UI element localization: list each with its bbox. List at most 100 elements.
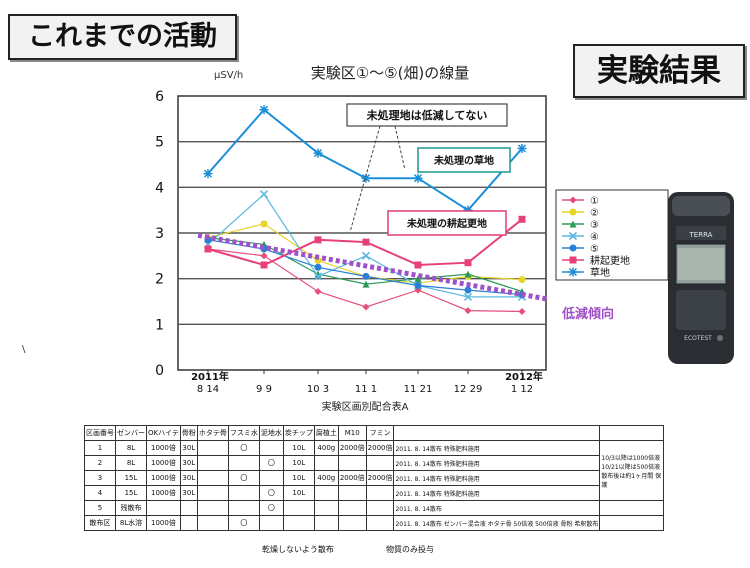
legend-marker bbox=[569, 196, 577, 204]
table-cell: 8L水溶 bbox=[115, 515, 147, 531]
table-header-cell: 腐植土 bbox=[313, 425, 339, 441]
data-point bbox=[518, 276, 526, 284]
trend-line-dotted bbox=[197, 232, 549, 302]
table-cell bbox=[146, 500, 181, 516]
header-left: これまでの活動 bbox=[8, 14, 237, 60]
table-header-note bbox=[599, 425, 664, 441]
table-cell bbox=[179, 500, 198, 516]
table-side-note: 10/3以降は1000倍液 10/21以降は500倍液 散布後は約1ヶ月間 保護 bbox=[599, 440, 664, 501]
table-cell-no: 3 bbox=[84, 470, 116, 486]
x-tick-label: 10 3 bbox=[307, 384, 329, 395]
x-tick-label: 8 14 bbox=[197, 384, 219, 395]
device-brand: TERRA bbox=[689, 231, 713, 239]
table-header-cell: フミン bbox=[365, 425, 395, 441]
footnote-dry: 乾燥しないよう散布 bbox=[262, 545, 334, 554]
x-tick-label: 11 1 bbox=[355, 384, 377, 395]
y-tick-label: 1 bbox=[155, 317, 164, 333]
table-cell: 10L bbox=[282, 455, 315, 471]
legend-label: ① bbox=[590, 196, 599, 207]
legend-label: ③ bbox=[590, 220, 599, 231]
table-cell bbox=[196, 455, 229, 471]
table-cell: 2000倍 bbox=[365, 440, 395, 456]
annotation-untreated-text: 未処理地は低減してない bbox=[366, 108, 488, 122]
legend-item: ⑤ bbox=[562, 244, 599, 255]
annotation-grassland-text: 未処理の草地 bbox=[433, 154, 494, 167]
legend-label: ⑤ bbox=[590, 244, 599, 255]
data-point bbox=[361, 251, 371, 260]
x-tick-label: 1 12 bbox=[511, 384, 533, 395]
table-cell: 15L bbox=[115, 470, 147, 486]
table-row: 4 15L 1000倍 30L 〇 10L 2011. 8. 14散布 特殊肥料施用 bbox=[84, 485, 664, 501]
table-header-cell: 炭チップ bbox=[282, 425, 315, 441]
table-cell: 1000倍 bbox=[146, 470, 181, 486]
table-cell: 30L bbox=[179, 440, 198, 456]
data-point bbox=[518, 308, 526, 316]
table-cell-no: 1 bbox=[84, 440, 116, 456]
data-point bbox=[259, 190, 269, 199]
data-point bbox=[464, 270, 472, 278]
table-cell bbox=[196, 500, 229, 516]
table-cell-date: 2011. 8. 14散布 特殊肥料施用 bbox=[393, 485, 601, 501]
table-cell: 〇 bbox=[227, 515, 260, 531]
table-cell bbox=[313, 515, 339, 531]
table-header-cell: フスミ水 bbox=[227, 425, 260, 441]
y-tick-label: 2 bbox=[155, 272, 164, 288]
legend-item: ④ bbox=[562, 231, 599, 243]
table-cell bbox=[282, 500, 315, 516]
table-cell: 15L bbox=[115, 485, 147, 501]
table-header-date bbox=[393, 425, 601, 441]
data-point bbox=[362, 238, 370, 246]
legend-item: ③ bbox=[562, 220, 599, 231]
table-cell-date: 2011. 8. 14散布 特殊肥料施用 bbox=[393, 455, 601, 471]
x-tick-label: 11 21 bbox=[404, 384, 433, 395]
table-header-row: 区画番号 ゼンバー OKハイテ 骨粉 ホタテ骨 フスミ水 泥地水 炭チップ 腐植土 M10 フミン bbox=[84, 425, 664, 441]
x-tick-label: 9 9 bbox=[256, 384, 272, 395]
y-axis-label: µSV/h bbox=[214, 70, 243, 81]
legend-label: ④ bbox=[590, 232, 599, 243]
table-row: 5 残散布 〇 2011. 8. 14散布 bbox=[84, 500, 664, 516]
footnote-material: 物質のみ投与 bbox=[386, 545, 434, 554]
y-tick-label: 4 bbox=[155, 180, 164, 196]
data-point bbox=[313, 148, 323, 158]
table-cell bbox=[365, 515, 395, 531]
table-header-cell: M10 bbox=[337, 425, 367, 441]
table-cell bbox=[337, 500, 367, 516]
y-tick-labels: 0 1 2 3 4 5 6 bbox=[155, 89, 164, 379]
table-cell: 400g bbox=[313, 470, 339, 486]
table-cell: 2000倍 bbox=[337, 440, 367, 456]
table-cell-date: 2011. 8. 14散布 ゼンバー混合液 ホタテ骨 50倍液 500倍液 骨粉… bbox=[393, 515, 601, 531]
annotation-grassland: 未処理の草地 bbox=[417, 147, 511, 173]
table-cell: 8L bbox=[115, 455, 147, 471]
data-point bbox=[313, 272, 323, 281]
annotation-tilled: 未処理の耕起更地 bbox=[387, 210, 507, 236]
table-cell: 10L bbox=[282, 440, 315, 456]
table-cell bbox=[196, 440, 229, 456]
data-point bbox=[413, 173, 423, 183]
table-cell: 30L bbox=[179, 470, 198, 486]
table-cell: 10L bbox=[282, 470, 315, 486]
series-lines bbox=[203, 105, 527, 316]
annotation-untreated: 未処理地は低減してない bbox=[346, 103, 508, 233]
table-cell bbox=[313, 500, 339, 516]
table-cell: 2000倍 bbox=[337, 470, 367, 486]
data-point bbox=[362, 272, 370, 280]
table-cell-no: 5 bbox=[84, 500, 116, 516]
data-point bbox=[464, 307, 472, 315]
table-cell bbox=[227, 485, 260, 501]
legend-item: 草地 bbox=[562, 266, 610, 279]
y-tick-label: 3 bbox=[155, 226, 164, 242]
trend-label: 低減傾向 bbox=[561, 306, 614, 322]
data-point bbox=[414, 261, 422, 269]
data-point bbox=[314, 236, 322, 244]
table-cell bbox=[282, 515, 315, 531]
data-point bbox=[203, 169, 213, 179]
table-cell-empty bbox=[599, 515, 664, 531]
table-cell bbox=[337, 485, 367, 501]
device-model: ECOTEST bbox=[684, 335, 712, 342]
table-cell bbox=[337, 515, 367, 531]
table-cell: 〇 bbox=[258, 500, 284, 516]
table-cell: 1000倍 bbox=[146, 485, 181, 501]
table-row: 散布区 8L水溶 1000倍 〇 2011. 8. 14散布 ゼンバー混合液 ホタテ骨 … bbox=[84, 515, 664, 531]
table-cell bbox=[258, 470, 284, 486]
